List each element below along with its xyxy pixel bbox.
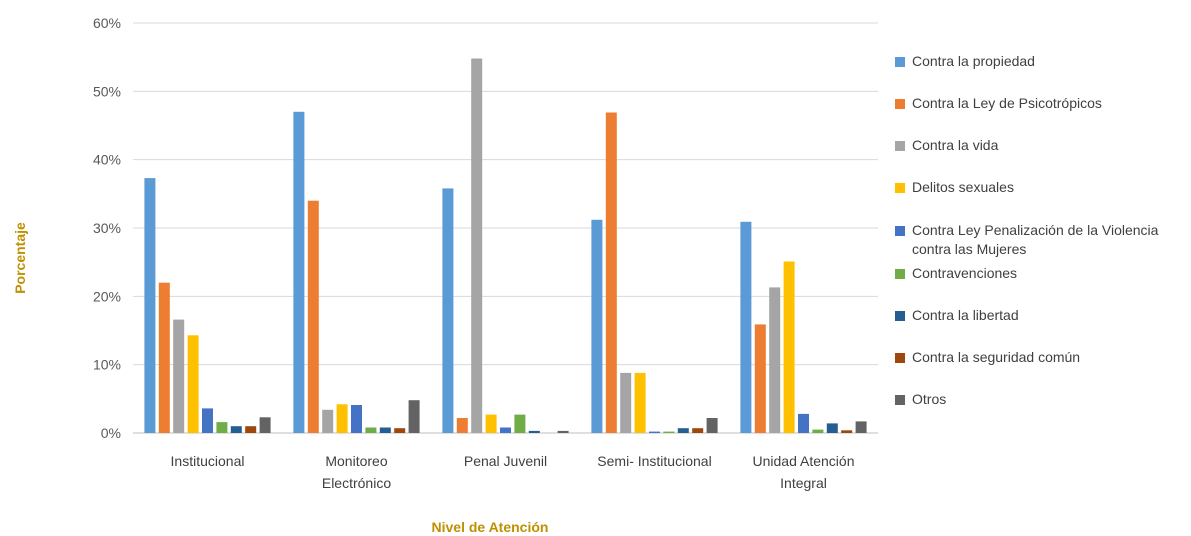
bar bbox=[591, 219, 603, 433]
legend-item: Contra Ley Penalización de la Violencia … bbox=[895, 221, 1182, 259]
y-axis-ticks: 0% 10% 20% 30% 40% 50% 60% bbox=[93, 15, 121, 441]
gridlines bbox=[133, 22, 878, 434]
bar bbox=[841, 430, 853, 433]
legend-label: Contravenciones bbox=[912, 265, 1018, 281]
x-axis-category-labels: Institucional Monitoreo Electrónico Penal J… bbox=[171, 453, 855, 491]
bar bbox=[677, 428, 689, 433]
legend-swatch bbox=[895, 395, 905, 405]
bar bbox=[187, 335, 199, 433]
legend-item: Contra la vida bbox=[895, 136, 1182, 155]
y-tick-label: 30% bbox=[93, 220, 121, 236]
legend-label: Contra la Ley de Psicotrópicos bbox=[912, 95, 1102, 111]
legend-item: Contra la libertad bbox=[895, 306, 1182, 325]
bar bbox=[216, 422, 228, 433]
legend-label: Contra Ley Penalización de la Violencia … bbox=[912, 222, 1159, 257]
bar bbox=[692, 428, 704, 433]
y-tick-label: 20% bbox=[93, 288, 121, 304]
y-tick-label: 0% bbox=[101, 425, 121, 441]
legend-item: Otros bbox=[895, 390, 1182, 409]
legend-item: Delitos sexuales bbox=[895, 178, 1182, 197]
bar bbox=[783, 261, 795, 433]
x-category-label: Penal Juvenil bbox=[464, 453, 547, 469]
legend-swatch bbox=[895, 141, 905, 151]
bar bbox=[769, 287, 781, 433]
bar bbox=[202, 408, 213, 433]
bar bbox=[442, 188, 454, 433]
bar bbox=[245, 426, 257, 433]
legend-item: Contra la Ley de Psicotrópicos bbox=[895, 94, 1182, 113]
bar bbox=[663, 431, 675, 433]
bar bbox=[706, 418, 718, 433]
legend-label: Contra la vida bbox=[912, 137, 999, 153]
bar bbox=[365, 427, 377, 433]
bar bbox=[754, 324, 766, 433]
bar bbox=[144, 178, 156, 433]
legend-item: Contra la seguridad común bbox=[895, 348, 1182, 367]
bar bbox=[230, 426, 242, 433]
bar bbox=[528, 430, 540, 433]
legend-swatch bbox=[895, 269, 905, 279]
bar bbox=[408, 400, 420, 433]
bar bbox=[500, 427, 511, 433]
bar bbox=[456, 418, 468, 433]
x-category-label: Semi- Institucional bbox=[597, 453, 711, 469]
bar bbox=[351, 405, 362, 433]
bar bbox=[514, 414, 526, 433]
legend-label: Delitos sexuales bbox=[912, 179, 1014, 195]
y-axis-title: Porcentaje bbox=[12, 222, 28, 294]
legend-label: Contra la libertad bbox=[912, 307, 1019, 323]
y-tick-label: 10% bbox=[93, 357, 121, 373]
bar bbox=[798, 413, 809, 433]
x-category-label: Institucional bbox=[171, 453, 245, 469]
x-category-label: Unidad Atención bbox=[753, 453, 855, 469]
y-tick-label: 40% bbox=[93, 152, 121, 168]
bar bbox=[812, 429, 824, 433]
y-tick-label: 60% bbox=[93, 15, 121, 31]
y-tick-label: 50% bbox=[93, 83, 121, 99]
x-category-label: Monitoreo bbox=[325, 453, 387, 469]
bar bbox=[379, 427, 391, 433]
legend-swatch bbox=[895, 226, 905, 236]
bar bbox=[634, 372, 646, 433]
legend-label: Contra la seguridad común bbox=[912, 349, 1081, 365]
bar bbox=[485, 414, 497, 433]
legend-swatch bbox=[895, 99, 905, 109]
bar bbox=[855, 421, 867, 433]
bar bbox=[394, 428, 406, 433]
bar bbox=[336, 404, 348, 433]
legend-item: Contravenciones bbox=[895, 264, 1182, 283]
bars bbox=[144, 58, 867, 434]
legend-swatch bbox=[895, 183, 905, 193]
x-category-label: Integral bbox=[780, 475, 827, 491]
bar bbox=[740, 221, 752, 433]
bar bbox=[259, 417, 271, 433]
legend-label: Otros bbox=[912, 391, 947, 407]
legend-swatch bbox=[895, 57, 905, 67]
x-category-label: Electrónico bbox=[322, 475, 391, 491]
bar bbox=[471, 58, 483, 433]
legend-swatch bbox=[895, 311, 905, 321]
bar bbox=[605, 112, 617, 433]
bar bbox=[293, 111, 305, 434]
bar bbox=[158, 282, 170, 433]
x-axis-title: Nivel de Atención bbox=[432, 519, 549, 535]
legend-swatch bbox=[895, 353, 905, 363]
legend-item: Contra la propiedad bbox=[895, 52, 1182, 71]
bar bbox=[620, 372, 632, 433]
bar bbox=[649, 431, 660, 433]
bar bbox=[826, 423, 838, 433]
bar bbox=[322, 409, 334, 433]
legend-label: Contra la propiedad bbox=[912, 53, 1035, 69]
bar bbox=[173, 319, 185, 433]
bar bbox=[557, 430, 569, 433]
bar bbox=[307, 200, 319, 433]
